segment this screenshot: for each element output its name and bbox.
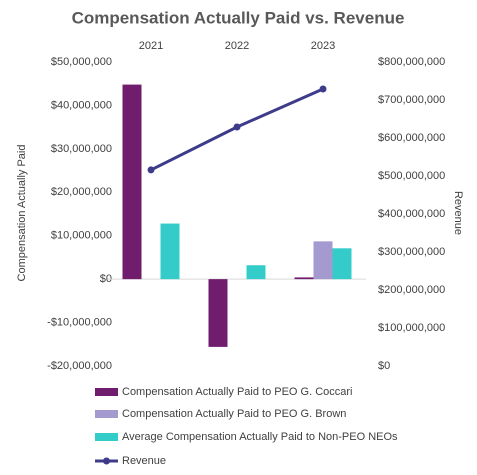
bar [313, 241, 333, 280]
bar [122, 84, 142, 280]
bar [208, 279, 228, 347]
y-tick-label: $0 [100, 273, 112, 285]
legend-label: Average Compensation Actually Paid to No… [122, 431, 398, 443]
legend-swatch [103, 457, 110, 465]
x-tick-label: 2021 [139, 40, 163, 52]
y2-tick-label: $0 [378, 360, 390, 372]
y2-tick-label: $100,000,000 [378, 322, 445, 334]
y2-tick-label: $300,000,000 [378, 246, 445, 258]
legend-swatch [95, 388, 118, 396]
y2-tick-label: $700,000,000 [378, 94, 445, 106]
y2-tick-label: $400,000,000 [378, 208, 445, 220]
y-tick-label: -$20,000,000 [47, 360, 112, 372]
bar [332, 248, 352, 280]
legend-swatch [95, 410, 118, 418]
legend-label: Compensation Actually Paid to PEO G. Coc… [122, 386, 353, 398]
y2-tick-label: $200,000,000 [378, 284, 445, 296]
x-tick-label: 2023 [311, 40, 335, 52]
revenue-point [319, 85, 327, 93]
revenue-point [233, 123, 241, 131]
y-tick-label: $40,000,000 [51, 99, 112, 111]
x-tick-label: 2022 [225, 40, 249, 52]
legend-label: Revenue [122, 455, 166, 467]
legend-swatch [95, 433, 118, 441]
y-tick-label: $10,000,000 [51, 230, 112, 242]
y2-tick-label: $600,000,000 [378, 132, 445, 144]
y-tick-label: -$10,000,000 [47, 316, 112, 328]
revenue-point [147, 166, 155, 174]
bar [294, 277, 314, 280]
chart-title: Compensation Actually Paid vs. Revenue [72, 8, 405, 27]
y-tick-label: $20,000,000 [51, 186, 112, 198]
bar [246, 265, 266, 280]
y-axis-title: Compensation Actually Paid [16, 145, 28, 282]
y-tick-label: $30,000,000 [51, 143, 112, 155]
y2-axis-title: Revenue [452, 191, 464, 235]
bar [160, 223, 180, 280]
y-tick-label: $50,000,000 [51, 56, 112, 68]
y2-tick-label: $800,000,000 [378, 56, 445, 68]
legend-label: Compensation Actually Paid to PEO G. Bro… [122, 408, 346, 420]
y2-tick-label: $500,000,000 [378, 170, 445, 182]
